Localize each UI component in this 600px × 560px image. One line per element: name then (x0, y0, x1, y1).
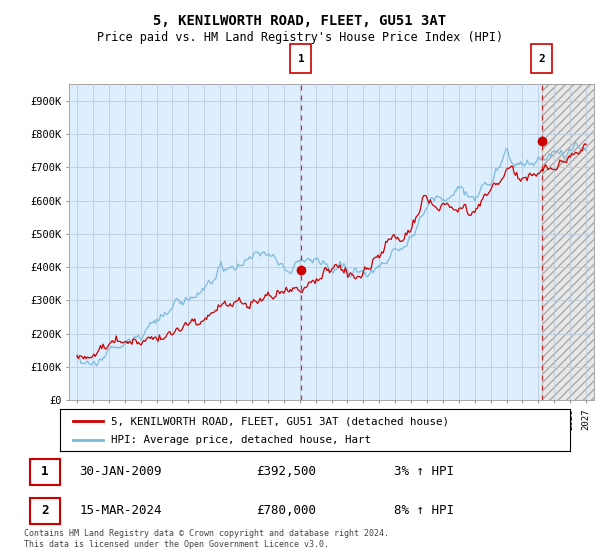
FancyBboxPatch shape (290, 44, 311, 73)
Text: 5, KENILWORTH ROAD, FLEET, GU51 3AT (detached house): 5, KENILWORTH ROAD, FLEET, GU51 3AT (det… (111, 417, 449, 426)
Text: 2: 2 (538, 54, 545, 64)
Text: HPI: Average price, detached house, Hart: HPI: Average price, detached house, Hart (111, 435, 371, 445)
Text: 2: 2 (41, 505, 49, 517)
Bar (542, 84, 594, 400)
Text: £392,500: £392,500 (256, 465, 316, 478)
FancyBboxPatch shape (29, 498, 60, 524)
Text: Price paid vs. HM Land Registry's House Price Index (HPI): Price paid vs. HM Land Registry's House … (97, 31, 503, 44)
Text: 8% ↑ HPI: 8% ↑ HPI (394, 505, 454, 517)
Text: 30-JAN-2009: 30-JAN-2009 (79, 465, 162, 478)
Text: 1: 1 (298, 54, 304, 64)
Text: 15-MAR-2024: 15-MAR-2024 (79, 505, 162, 517)
Text: 5, KENILWORTH ROAD, FLEET, GU51 3AT: 5, KENILWORTH ROAD, FLEET, GU51 3AT (154, 14, 446, 28)
FancyBboxPatch shape (531, 44, 552, 73)
Text: 3% ↑ HPI: 3% ↑ HPI (394, 465, 454, 478)
Text: £780,000: £780,000 (256, 505, 316, 517)
Text: Contains HM Land Registry data © Crown copyright and database right 2024.
This d: Contains HM Land Registry data © Crown c… (24, 529, 389, 549)
Text: 1: 1 (41, 465, 49, 478)
FancyBboxPatch shape (29, 459, 60, 485)
Bar (542, 84, 594, 400)
